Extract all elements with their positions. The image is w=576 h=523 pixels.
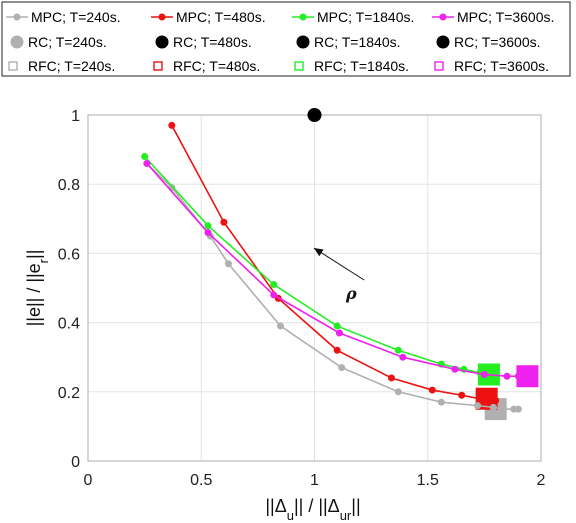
mpc-t-3600s-point — [399, 353, 407, 361]
legend-marker-rc-t-480s — [155, 35, 169, 49]
mpc-t-3600s-point — [503, 372, 511, 380]
grid — [88, 115, 541, 461]
legend-marker-rc-t-240s — [10, 35, 24, 49]
mpc-t-1840s-line — [144, 155, 492, 376]
legend-label-rfc-t-240s: RFC; T=240s. — [28, 58, 115, 74]
mpc-t-1840s-point — [394, 346, 402, 354]
mpc-t-1840s-point — [204, 222, 212, 230]
legend-marker-mpc-t-1840s — [299, 13, 307, 21]
y-tick-label: 0.2 — [58, 385, 80, 402]
mpc-t-480s-point — [458, 391, 466, 399]
annotation-arrowhead — [313, 248, 324, 257]
mpc-t-3600s-point — [270, 291, 278, 299]
mpc-t-480s-point — [485, 395, 493, 403]
mpc-t-240s-point — [224, 260, 232, 268]
legend-label-rfc-t-1840s: RFC; T=1840s. — [314, 58, 409, 74]
legend-marker-rfc-t-3600s — [434, 61, 444, 71]
y-axis-label: ||e|| / ||er|| — [24, 250, 51, 327]
annotation-rho: ρ — [345, 284, 357, 303]
y-tick-label: 0.6 — [58, 246, 80, 263]
mpc-t-3600s-point — [480, 371, 488, 378]
mpc-t-3600s-point — [451, 365, 459, 373]
legend-label-rfc-t-3600s: RFC; T=3600s. — [454, 58, 549, 74]
legend-marker-rc-t-1840s — [296, 35, 310, 49]
legend-marker-rfc-t-1840s — [294, 61, 304, 71]
rho-annotation: ρ — [313, 247, 365, 303]
mpc-t-3600s-point — [204, 229, 212, 237]
x-label-sub2: ur — [340, 508, 352, 523]
mpc-t-480s-point — [476, 395, 484, 403]
mpc-t-240s-point — [338, 364, 346, 372]
legend-label-mpc-t-3600s: MPC; T=3600s. — [457, 9, 554, 25]
mpc-t-480s-point — [168, 121, 176, 129]
legend-label-mpc-t-1840s: MPC; T=1840s. — [317, 9, 414, 25]
y-tick-label: 0.4 — [58, 316, 80, 333]
svg-text:||Δu|| / ||Δur||: ||Δu|| / ||Δur|| — [265, 496, 360, 523]
y-label-pre: ||e|| / ||e — [24, 263, 44, 326]
mpc-t-3600s-line — [146, 162, 519, 378]
tick-labels: 0 0.5 1 1.5 2 0 0.2 0.4 0.6 0.8 1 — [58, 108, 546, 489]
legend-marker-mpc-t-480s — [158, 13, 166, 21]
mpc-t-1840s-point — [333, 322, 341, 330]
mpc-t-3600s-point — [143, 159, 151, 167]
mpc-t-1840s-point — [270, 281, 278, 289]
legend-label-rc-t-480s: RC; T=480s. — [173, 34, 252, 50]
mpc-t-240s-point — [437, 398, 445, 406]
svg-text:||e|| / ||er||: ||e|| / ||er|| — [24, 250, 51, 327]
mpc-t-240s-point — [489, 403, 497, 411]
mpc-t-480s-point — [220, 218, 228, 226]
legend-label-mpc-t-240s: MPC; T=240s. — [31, 9, 121, 25]
mpc-t-480s-line — [171, 125, 496, 402]
y-tick-label: 1 — [71, 108, 80, 125]
legend-label-rc-t-1840s: RC; T=1840s. — [314, 34, 401, 50]
y-label-sub: r — [36, 258, 51, 263]
mpc-t-480s-point — [388, 374, 396, 382]
mpc-t-240s-point — [514, 405, 522, 413]
legend-marker-mpc-t-3600s — [439, 13, 447, 21]
annotation-arrow — [313, 247, 365, 281]
x-tick-label: 2 — [537, 472, 546, 489]
mpc-t-240s-point — [498, 405, 506, 413]
legend-label-rc-t-3600s: RC; T=3600s. — [454, 34, 541, 50]
x-tick-label: 0.5 — [190, 472, 212, 489]
x-tick-label: 1 — [310, 472, 319, 489]
legend-label-rfc-t-480s: RFC; T=480s. — [173, 58, 260, 74]
x-tick-label: 0 — [84, 472, 93, 489]
legend-label-mpc-t-480s: MPC; T=480s. — [176, 9, 266, 25]
x-label-pre: ||Δ — [265, 496, 286, 516]
rc-t-3600s-marker — [307, 108, 322, 122]
legend-marker-rc-t-3600s — [436, 35, 450, 49]
mpc-t-480s-point — [492, 396, 500, 404]
mpc-t-480s-point — [428, 386, 436, 394]
x-label-mid: || / ||Δ — [294, 496, 340, 516]
y-label-post: || — [24, 250, 44, 259]
mpc-t-240s-point — [277, 322, 285, 330]
x-label-post: || — [351, 496, 360, 516]
series-layer — [141, 108, 539, 421]
rfc-t-3600s-marker — [516, 365, 539, 388]
mpc-t-240s-point — [394, 388, 402, 396]
x-tick-label: 1.5 — [417, 472, 439, 489]
legend-marker-rfc-t-240s — [8, 61, 18, 71]
mpc-t-480s-point — [333, 346, 341, 354]
legend: MPC; T=240s. MPC; T=480s. MPC; T=1840s. MPC… — [6, 9, 554, 74]
x-label-sub1: u — [287, 508, 294, 523]
legend-label-rc-t-240s: RC; T=240s. — [28, 34, 107, 50]
x-axis-label: ||Δu|| / ||Δur|| — [265, 496, 360, 523]
mpc-t-3600s-point — [335, 329, 343, 337]
mpc-t-1840s-point — [141, 153, 149, 161]
legend-marker-rfc-t-480s — [153, 61, 163, 71]
legend-marker-mpc-t-240s — [13, 13, 21, 21]
y-tick-label: 0 — [71, 454, 80, 471]
y-tick-label: 0.8 — [58, 177, 80, 194]
mpc-t-3600s-point — [514, 372, 522, 380]
legend-box — [1, 1, 571, 77]
mpc-t-240s-point — [474, 402, 482, 410]
